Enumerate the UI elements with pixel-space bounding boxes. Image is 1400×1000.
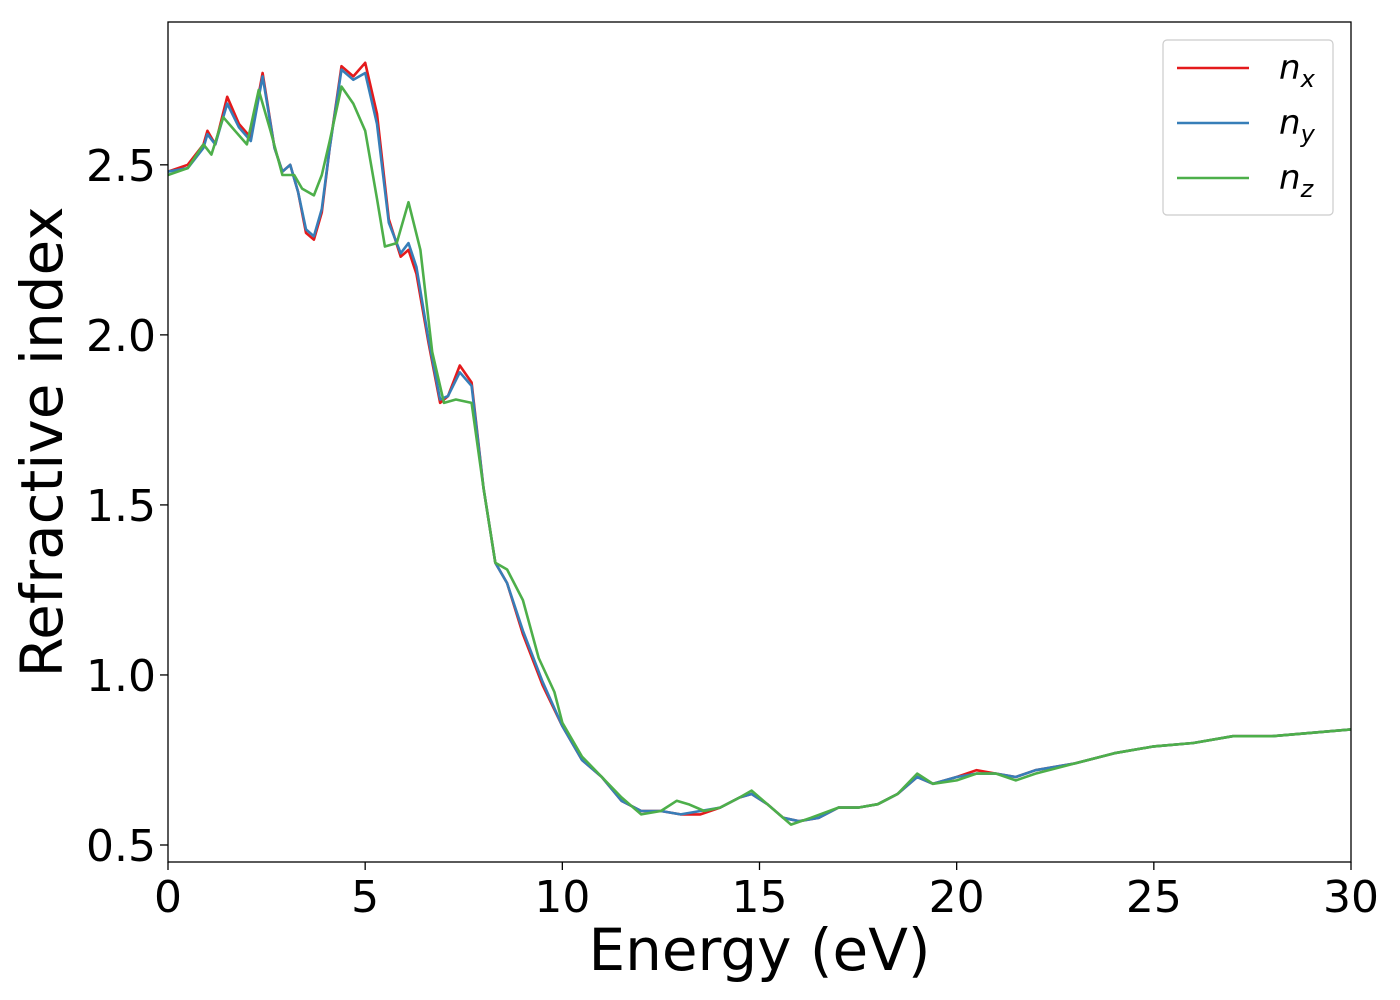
series-line-z bbox=[168, 85, 1351, 826]
y-tick-label: 2.5 bbox=[86, 141, 156, 192]
series-layer bbox=[168, 61, 1351, 826]
x-tick-label: 15 bbox=[732, 872, 788, 923]
y-axis-label: Refractive index bbox=[8, 206, 76, 677]
x-tick-label: 25 bbox=[1126, 872, 1182, 923]
y-tick-label: 1.0 bbox=[86, 651, 156, 702]
x-axis-label: Energy (eV) bbox=[588, 916, 930, 984]
legend-label-y: ny bbox=[1279, 103, 1316, 148]
plot-area bbox=[168, 22, 1351, 862]
x-tick-label: 10 bbox=[534, 872, 590, 923]
y-tick-label: 2.0 bbox=[86, 311, 156, 362]
x-tick-label: 5 bbox=[351, 872, 379, 923]
y-tick-label: 0.5 bbox=[86, 821, 156, 872]
x-tick-label: 0 bbox=[154, 872, 182, 923]
x-tick-label: 20 bbox=[929, 872, 985, 923]
legend-box bbox=[1162, 39, 1334, 216]
y-axis: 0.5 1.0 1.5 2.0 2.5 bbox=[86, 141, 168, 872]
x-axis: 0 5 10 15 20 25 30 bbox=[154, 862, 1379, 923]
x-tick-label: 30 bbox=[1323, 872, 1379, 923]
y-tick-label: 1.5 bbox=[86, 481, 156, 532]
